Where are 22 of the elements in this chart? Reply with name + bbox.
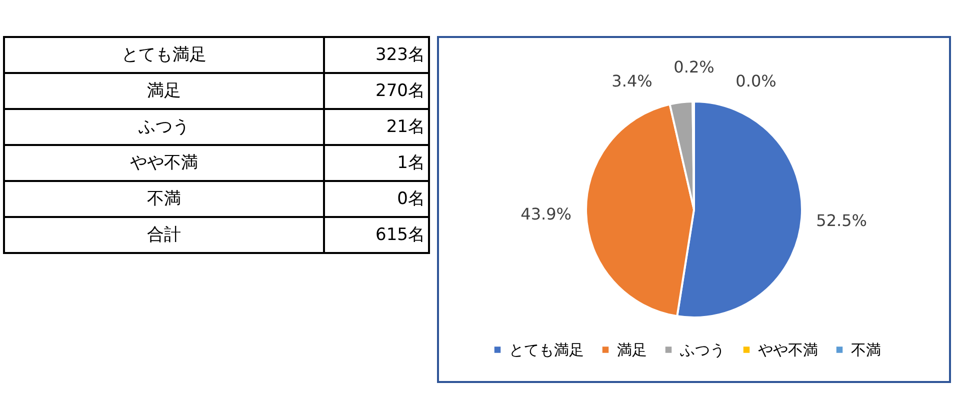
legend-label: とても満足 bbox=[509, 340, 584, 359]
legend-label: 不満 bbox=[851, 340, 881, 359]
category-label: 不満 bbox=[147, 189, 181, 209]
category-label: ふつう bbox=[138, 117, 190, 137]
data-label: 52.5% bbox=[816, 211, 867, 230]
text: 0.0% bbox=[736, 72, 776, 90]
legend-label: やや不満 bbox=[758, 340, 818, 359]
legend-label: 満足 bbox=[617, 340, 647, 359]
category-label: とても満足 bbox=[122, 45, 206, 65]
data-label: 0.2% bbox=[674, 58, 714, 76]
category-label: やや不満 bbox=[130, 153, 198, 173]
text: 615名 bbox=[376, 225, 425, 245]
category-label: 合計 bbox=[147, 225, 181, 245]
legend-label: ふつう bbox=[679, 340, 725, 359]
text: 21名 bbox=[386, 117, 425, 137]
text: 0名 bbox=[397, 189, 425, 209]
data-label: 3.4% bbox=[612, 72, 652, 90]
data-label: 43.9% bbox=[520, 204, 572, 224]
text: 323名 bbox=[376, 45, 425, 65]
category-label: 満足 bbox=[147, 81, 181, 101]
text: 270名 bbox=[376, 81, 425, 101]
text: 1名 bbox=[397, 153, 425, 173]
